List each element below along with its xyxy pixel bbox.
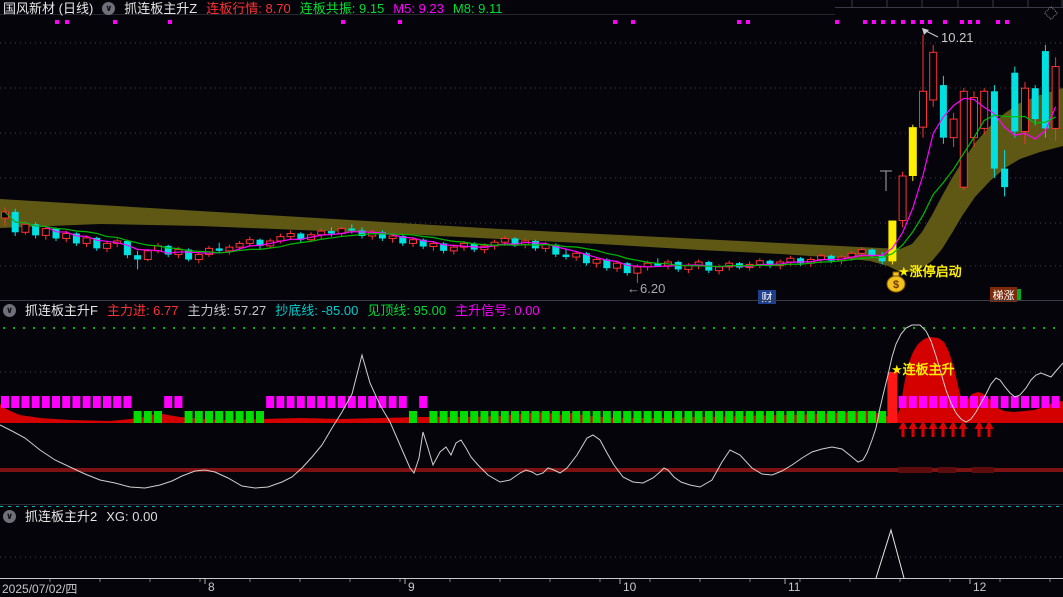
indicator-field: M8: 9.11 <box>452 1 503 16</box>
chevron-down-icon[interactable]: ∨ <box>102 2 116 15</box>
top-ruler <box>835 0 1063 21</box>
lianban-zhusheng-label: ★连板主升 <box>891 362 955 377</box>
time-axis[interactable]: 2025/07/02/四 8 9 10 11 12 <box>0 578 1063 596</box>
svg-text:10.21: 10.21 <box>941 30 974 45</box>
indicator-field: XG: 0.00 <box>106 509 158 524</box>
xg-spike-line <box>875 528 905 579</box>
panel3-header: ∨ 抓连板主升2 XG: 0.00 <box>3 509 158 524</box>
indicator-field: 连板共振: 9.15 <box>299 1 385 16</box>
svg-text:←6.20: ←6.20 <box>627 281 665 296</box>
indicator-field: 主力线: 57.27 <box>187 303 267 318</box>
axis-month-label: 11 <box>788 580 801 594</box>
indicator-field: 见顶线: 95.00 <box>367 303 447 318</box>
ma-slow-line <box>4 114 1056 268</box>
indicator-field: 主升信号: 0.00 <box>455 303 540 318</box>
marker-badge: 财 <box>758 290 776 304</box>
axis-month-label: 9 <box>408 580 415 594</box>
ma-fast-line <box>4 97 1057 268</box>
panel2-indicator-name[interactable]: 抓连板主升F <box>25 303 98 318</box>
chevron-down-icon[interactable]: ∨ <box>3 510 16 523</box>
svg-text:梯涨: 梯涨 <box>993 289 1015 302</box>
main-force-area <box>0 337 1063 423</box>
axis-month-label: 12 <box>973 580 987 594</box>
indicator-field: M5: 9.23 <box>393 1 444 16</box>
svg-text:$: $ <box>893 279 899 291</box>
axis-month-label: 10 <box>623 580 637 594</box>
symbol-title[interactable]: 国风新材 (日线) <box>3 1 94 16</box>
main-chart-header: 国风新材 (日线) ∨ 抓连板主升Z 连板行情: 8.70 连板共振: 9.15… <box>3 1 503 16</box>
up-arrows <box>898 421 994 437</box>
indicator-field: 抄底线: -85.00 <box>275 303 359 318</box>
main-force-line <box>0 324 1063 489</box>
panel3-indicator-name[interactable]: 抓连板主升2 <box>25 509 98 524</box>
marker-badge: 梯涨 <box>990 287 1021 302</box>
indicator-field: 连板行情: 8.70 <box>206 1 291 16</box>
ma-envelope-band <box>0 88 1063 272</box>
indicator-field: 主力进: 6.77 <box>106 303 179 318</box>
bottom-fishing-line <box>0 467 1063 473</box>
chevron-down-icon[interactable]: ∨ <box>3 304 16 317</box>
signal-dots-row <box>55 20 1009 24</box>
axis-month-label: 8 <box>208 580 215 594</box>
money-bag-icon: $ <box>886 271 906 293</box>
time-axis-ticks <box>49 579 1051 584</box>
price-annotations: 10.21 ←6.20 ★涨停启动 <box>627 28 974 296</box>
svg-text:★涨停启动: ★涨停启动 <box>898 264 962 279</box>
svg-text:财: 财 <box>762 290 773 304</box>
suspension-mark <box>880 170 892 191</box>
main-indicator-name[interactable]: 抓连板主升Z <box>124 1 198 16</box>
trend-blocks <box>1 396 1060 423</box>
buy-signal-bar <box>887 372 898 423</box>
panel2-header: ∨ 抓连板主升F 主力进: 6.77 主力线: 57.27 抄底线: -85.0… <box>3 303 540 318</box>
diamond-marker-icon <box>1043 5 1059 21</box>
